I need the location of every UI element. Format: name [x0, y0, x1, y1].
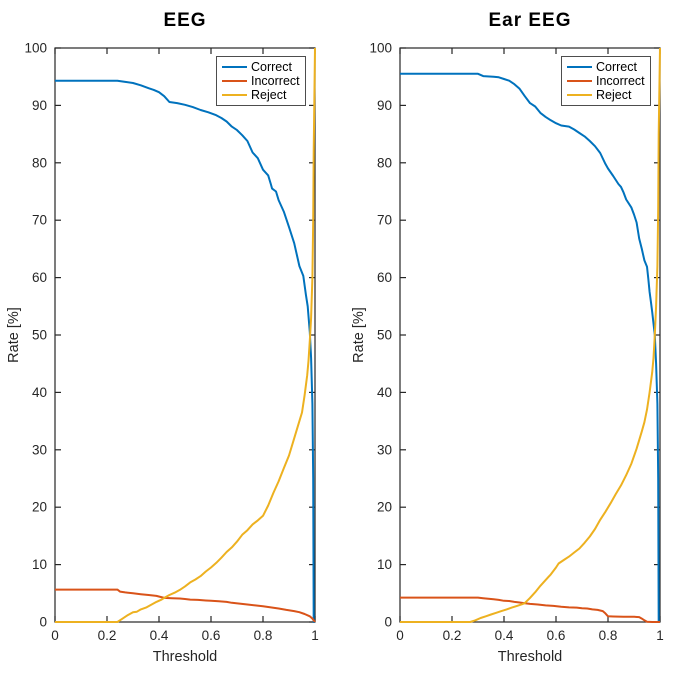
- series-reject: [400, 47, 661, 623]
- legend-line-sample-reject: [222, 94, 247, 96]
- y-tick-label: 50: [377, 328, 392, 343]
- y-tick-label: 0: [39, 615, 47, 630]
- y-tick-label: 100: [24, 41, 47, 56]
- x-tick-label: 0: [51, 628, 59, 643]
- y-tick-label: 50: [32, 328, 47, 343]
- legend-line-sample-incorrect: [222, 80, 247, 82]
- legend-entry-incorrect: Incorrect: [217, 74, 305, 88]
- legend-label: Correct: [251, 60, 292, 74]
- axes-box: [54, 47, 316, 623]
- x-tick-label: 0.2: [443, 628, 462, 643]
- y-tick-label: 80: [377, 155, 392, 170]
- series-correct: [55, 79, 315, 623]
- y-tick-label: 80: [32, 155, 47, 170]
- y-tick-label: 20: [377, 500, 392, 515]
- x-tick-label: 0.4: [495, 628, 514, 643]
- legend-entry-reject: Reject: [562, 88, 650, 102]
- x-tick-label: 0.8: [599, 628, 618, 643]
- legend-line-sample-reject: [567, 94, 592, 96]
- left-legend: Correct Incorrect Reject: [216, 56, 306, 106]
- axes-box: [399, 47, 661, 623]
- y-tick-label: 40: [377, 385, 392, 400]
- y-tick-label: 30: [32, 442, 47, 457]
- legend-label: Correct: [596, 60, 637, 74]
- legend-label: Incorrect: [596, 74, 645, 88]
- y-tick-label: 90: [32, 98, 47, 113]
- legend-entry-reject: Reject: [217, 88, 305, 102]
- legend-line-sample-incorrect: [567, 80, 592, 82]
- legend-entry-correct: Correct: [562, 60, 650, 74]
- y-tick-label: 10: [377, 557, 392, 572]
- x-tick-label: 1: [656, 628, 664, 643]
- legend-label: Reject: [251, 88, 287, 102]
- x-tick-label: 0.8: [254, 628, 273, 643]
- y-tick-label: 30: [377, 442, 392, 457]
- series-correct: [400, 72, 660, 623]
- series-incorrect: [55, 588, 316, 623]
- legend-entry-incorrect: Incorrect: [562, 74, 650, 88]
- y-tick-label: 100: [369, 41, 392, 56]
- series-reject: [55, 47, 316, 623]
- legend-line-sample-correct: [567, 66, 592, 68]
- legend-entry-correct: Correct: [217, 60, 305, 74]
- legend-line-sample-correct: [222, 66, 247, 68]
- left-plot-title: EEG: [163, 10, 207, 31]
- series-incorrect: [400, 596, 660, 623]
- y-tick-label: 40: [32, 385, 47, 400]
- x-tick-label: 0: [396, 628, 404, 643]
- left-x-axis-label: Threshold: [152, 649, 218, 665]
- x-tick-label: 0.4: [150, 628, 169, 643]
- y-tick-label: 10: [32, 557, 47, 572]
- legend-label: Incorrect: [251, 74, 300, 88]
- right-legend: Correct Incorrect Reject: [561, 56, 651, 106]
- right-plot-title: Ear EEG: [488, 10, 572, 31]
- y-tick-label: 60: [32, 270, 47, 285]
- right-x-axis-label: Threshold: [497, 649, 563, 665]
- x-tick-label: 1: [311, 628, 319, 643]
- y-tick-label: 60: [377, 270, 392, 285]
- y-tick-label: 0: [384, 615, 392, 630]
- legend-label: Reject: [596, 88, 632, 102]
- x-tick-label: 0.6: [202, 628, 221, 643]
- y-tick-label: 90: [377, 98, 392, 113]
- x-tick-label: 0.6: [547, 628, 566, 643]
- x-tick-label: 0.2: [98, 628, 117, 643]
- y-tick-label: 70: [32, 213, 47, 228]
- y-tick-label: 20: [32, 500, 47, 515]
- y-tick-label: 70: [377, 213, 392, 228]
